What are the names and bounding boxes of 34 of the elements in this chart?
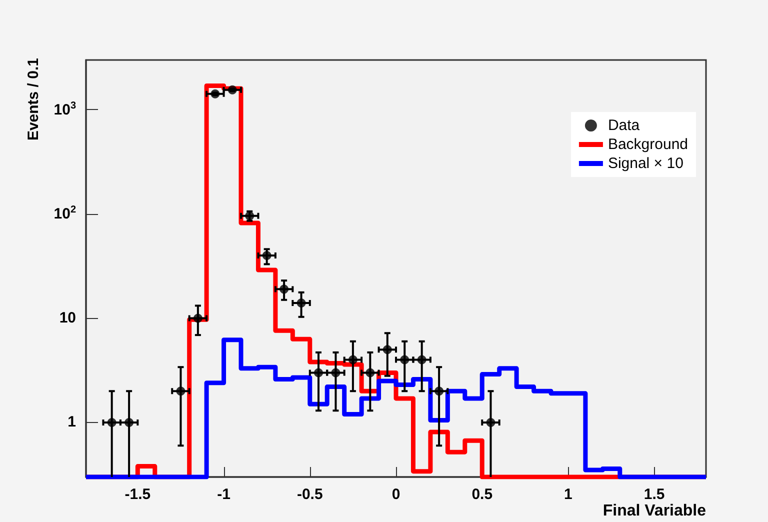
legend-label: Data xyxy=(608,117,640,134)
point xyxy=(228,85,237,94)
x-tick-label: 1 xyxy=(564,486,572,503)
legend-label: Signal × 10 xyxy=(608,155,684,172)
y-axis-title: Events / 0.1 xyxy=(25,58,42,141)
x-tick-label: -0.5 xyxy=(296,486,323,503)
y-tick-label: 10$^{3}$ xyxy=(54,100,76,118)
point xyxy=(296,298,306,308)
x-tick-label: -1 xyxy=(217,486,230,503)
point xyxy=(331,368,340,378)
x-tick-label: 1.5 xyxy=(644,486,665,503)
point xyxy=(107,418,116,427)
point xyxy=(382,345,392,354)
point xyxy=(366,368,375,378)
x-tick-label: -1.5 xyxy=(124,486,151,503)
point xyxy=(124,418,134,427)
x-tick-label: 0 xyxy=(392,486,400,503)
point xyxy=(348,355,358,364)
point xyxy=(262,250,272,260)
point xyxy=(280,284,289,294)
point xyxy=(434,386,444,396)
point xyxy=(417,355,426,364)
y-tick-label: 10 xyxy=(59,310,76,327)
point xyxy=(176,386,186,396)
point xyxy=(193,314,202,323)
point xyxy=(314,368,323,378)
point xyxy=(210,89,220,98)
x-axis-title: Final Variable xyxy=(602,502,706,520)
y-tick-label: 1 xyxy=(68,414,76,431)
legend-label: Background xyxy=(608,136,688,153)
point xyxy=(486,418,496,427)
x-tick-label: 0.5 xyxy=(472,486,493,503)
y-tick-label: 10$^{2}$ xyxy=(54,204,76,222)
point xyxy=(400,355,410,364)
